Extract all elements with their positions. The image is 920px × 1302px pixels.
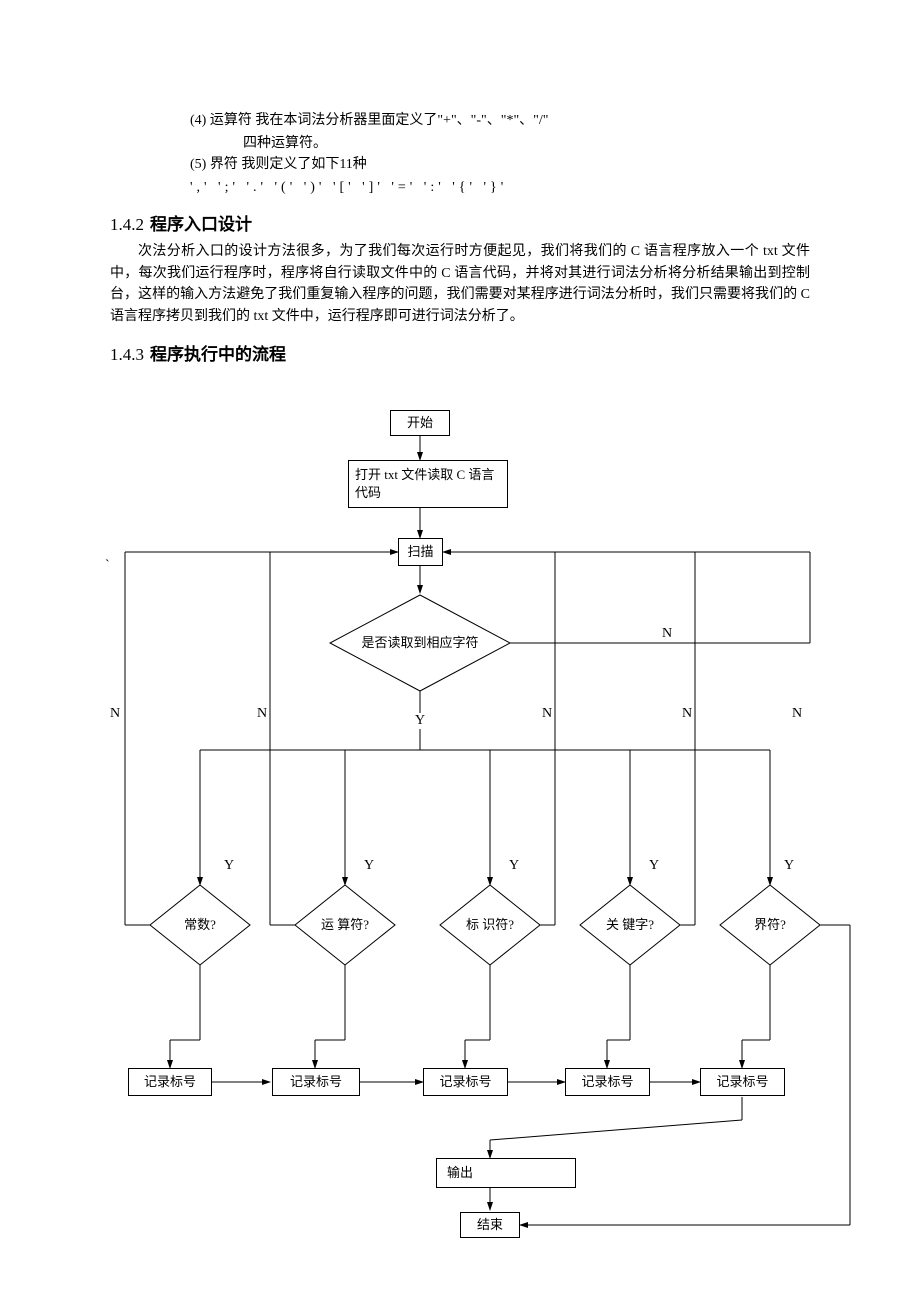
decision-keyword-label: 关 键字? (580, 885, 680, 965)
node-end: 结束 (460, 1212, 520, 1238)
label-d5-Y: Y (782, 858, 796, 874)
label-d5-N: N (790, 706, 804, 722)
decision-delimiter-label: 界符? (720, 885, 820, 965)
list-sub-4: 四种运算符。 (110, 133, 810, 154)
decision-operator-label: 运 算符? (295, 885, 395, 965)
node-record-1: 记录标号 (128, 1068, 212, 1096)
paragraph-142: 次法分析入口的设计方法很多，为了我们每次运行时方便起见，我们将我们的 C 语言程… (110, 241, 810, 328)
node-record-5: 记录标号 (700, 1068, 785, 1096)
label-d4-N: N (680, 706, 694, 722)
symbols-line: ',' ';' '.' '(' ')' '[' ']' '=' ':' '{' … (110, 177, 810, 198)
decision-const-label: 常数? (150, 885, 250, 965)
list-text-4: 运算符 我在本词法分析器里面定义了"+"、"-"、"*"、"/" (210, 113, 549, 128)
list-section: (4) 运算符 我在本词法分析器里面定义了"+"、"-"、"*"、"/" 四种运… (110, 110, 810, 198)
list-num-5: (5) (190, 157, 206, 172)
heading-143-num: 1.4.3 (110, 345, 144, 364)
heading-142: 1.4.2 程序入口设计 (110, 210, 810, 235)
label-d1-N: N (108, 706, 122, 722)
list-text-5: 界符 我则定义了如下11种 (210, 157, 367, 172)
node-output: 输出 (436, 1158, 576, 1188)
node-record-3: 记录标号 (423, 1068, 508, 1096)
flowchart: ` 开始 打开 txt 文件读取 C 语言代码 扫描 是否读取到相应字符 常数?… (110, 380, 810, 1260)
list-item-5: (5) 界符 我则定义了如下11种 (110, 154, 810, 175)
heading-143-title: 程序执行中的流程 (150, 345, 286, 364)
label-d2-N: N (255, 706, 269, 722)
list-item-4: (4) 运算符 我在本词法分析器里面定义了"+"、"-"、"*"、"/" (110, 110, 810, 131)
node-record-4: 记录标号 (565, 1068, 650, 1096)
node-record-2: 记录标号 (272, 1068, 360, 1096)
node-decision-operator: 运 算符? (295, 885, 395, 965)
flowchart-edges (110, 380, 810, 1260)
node-scan: 扫描 (398, 538, 443, 566)
node-start: 开始 (390, 410, 450, 436)
label-d3-Y: Y (507, 858, 521, 874)
node-decision-delimiter: 界符? (720, 885, 820, 965)
label-d1-Y: Y (222, 858, 236, 874)
decision-identifier-label: 标 识符? (440, 885, 540, 965)
node-read: 打开 txt 文件读取 C 语言代码 (348, 460, 508, 508)
node-decision-identifier: 标 识符? (440, 885, 540, 965)
decision-main-label: 是否读取到相应字符 (330, 595, 510, 691)
backtick-mark: ` (105, 558, 110, 574)
heading-142-title: 程序入口设计 (150, 215, 252, 234)
node-decision-main: 是否读取到相应字符 (330, 595, 510, 691)
label-d3-N: N (540, 706, 554, 722)
list-num-4: (4) (190, 113, 206, 128)
heading-142-num: 1.4.2 (110, 215, 144, 234)
label-main-N: N (660, 626, 674, 642)
heading-143: 1.4.3 程序执行中的流程 (110, 340, 810, 365)
label-d2-Y: Y (362, 858, 376, 874)
label-main-Y: Y (413, 713, 427, 729)
label-d4-Y: Y (647, 858, 661, 874)
node-decision-const: 常数? (150, 885, 250, 965)
node-decision-keyword: 关 键字? (580, 885, 680, 965)
